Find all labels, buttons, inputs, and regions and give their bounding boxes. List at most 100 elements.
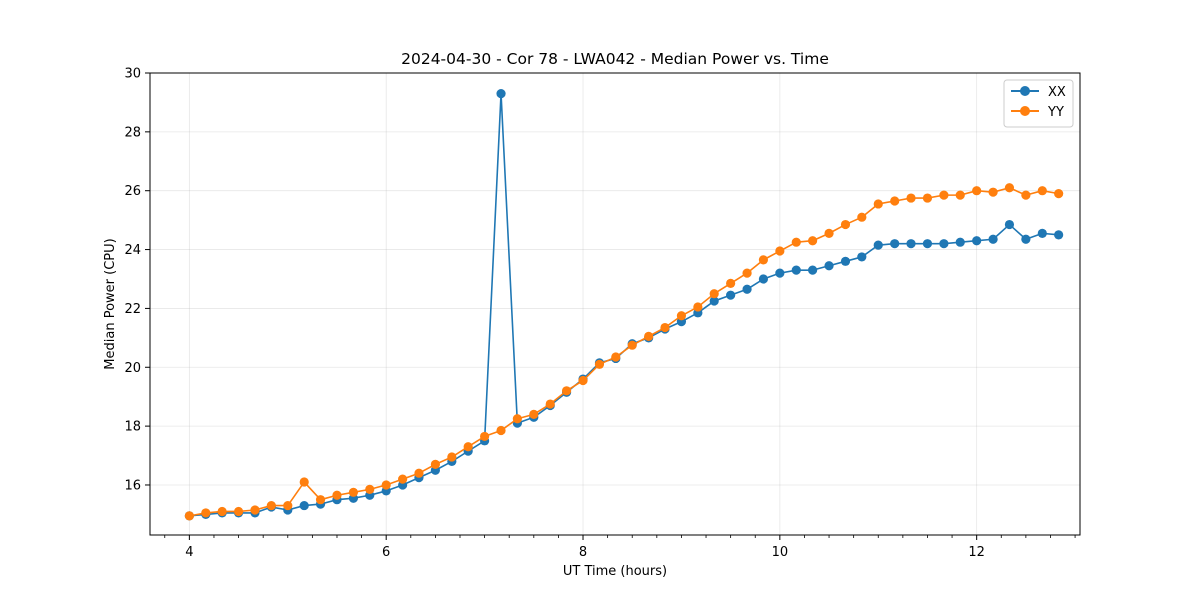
- ticks: 4 6 8 10 12 16 18 20 22 24 26 28 30: [124, 67, 1076, 560]
- grid: [150, 72, 1080, 535]
- data-point-yy: [922, 193, 933, 203]
- data-point-yy: [693, 302, 703, 312]
- x-tick-label: 8: [579, 545, 587, 560]
- data-point-yy: [299, 477, 309, 487]
- data-point-yy: [578, 375, 588, 386]
- data-point-yy: [1037, 186, 1047, 196]
- data-point-xx: [1054, 230, 1064, 240]
- data-point-xx: [742, 284, 752, 294]
- data-point-yy: [742, 268, 752, 278]
- data-point-yy: [955, 190, 965, 200]
- x-tick-label: 12: [968, 545, 985, 560]
- data-point-yy: [906, 193, 916, 203]
- x-axis-label: UT Time (hours): [563, 564, 667, 579]
- data-point-yy: [447, 452, 457, 462]
- data-point-yy: [709, 289, 719, 299]
- data-point-yy: [611, 352, 621, 362]
- data-point-yy: [775, 246, 785, 256]
- plot-frame: [149, 72, 1081, 536]
- data-point-xx: [1037, 228, 1047, 238]
- data-point-yy: [791, 237, 801, 247]
- data-point-yy: [676, 311, 687, 321]
- data-point-xx: [496, 88, 506, 99]
- y-tick-label: 24: [124, 243, 141, 258]
- data-point-yy: [840, 219, 851, 230]
- legend: XX YY: [1003, 79, 1074, 128]
- data-point-yy: [480, 431, 490, 442]
- data-point-yy: [660, 322, 670, 333]
- data-point-xx: [922, 239, 933, 249]
- y-tick-label: 16: [124, 478, 141, 493]
- series-layer: [184, 88, 1064, 521]
- y-tick-label: 30: [124, 67, 141, 82]
- data-point-xx: [299, 500, 309, 511]
- data-point-yy: [545, 399, 555, 409]
- data-point-yy: [496, 425, 506, 436]
- data-point-xx: [1004, 219, 1015, 230]
- data-point-yy: [414, 468, 424, 478]
- series-line-yy: [189, 186, 1059, 517]
- data-point-yy: [824, 228, 834, 238]
- data-point-yy: [808, 236, 818, 246]
- data-point-xx: [808, 265, 818, 275]
- x-tick-label: 10: [772, 545, 789, 560]
- data-point-yy: [365, 484, 375, 494]
- data-point-yy: [250, 505, 260, 515]
- data-point-yy: [972, 186, 982, 196]
- x-tick-label: 4: [185, 545, 193, 560]
- data-point-yy: [594, 359, 605, 369]
- data-point-xx: [955, 237, 965, 247]
- data-point-yy: [184, 511, 194, 521]
- y-tick-label: 26: [124, 184, 141, 199]
- data-point-xx: [726, 290, 736, 300]
- data-point-yy: [233, 506, 244, 517]
- y-tick-label: 18: [124, 420, 141, 435]
- data-point-xx: [873, 240, 883, 250]
- data-point-yy: [283, 500, 293, 511]
- data-point-yy: [890, 196, 900, 206]
- data-point-xx: [775, 268, 785, 278]
- data-point-yy: [857, 212, 867, 222]
- data-point-yy: [217, 506, 227, 517]
- x-tick-label: 6: [382, 545, 390, 560]
- data-point-yy: [266, 500, 276, 511]
- legend-marker-yy: [1020, 106, 1030, 116]
- series-line-xx: [189, 92, 1059, 517]
- data-point-yy: [644, 331, 654, 341]
- data-point-yy: [988, 187, 998, 197]
- data-point-yy: [348, 487, 359, 497]
- legend-label-xx: XX: [1048, 85, 1066, 100]
- legend-marker-xx: [1020, 86, 1030, 96]
- data-point-xx: [1021, 234, 1031, 244]
- data-point-xx: [840, 256, 851, 266]
- data-point-yy: [1004, 183, 1015, 193]
- data-point-yy: [561, 386, 572, 396]
- data-point-yy: [512, 414, 522, 424]
- data-point-yy: [758, 255, 769, 265]
- y-axis-label: Median Power (CPU): [103, 238, 118, 369]
- data-point-xx: [857, 252, 867, 262]
- chart-title: 2024-04-30 - Cor 78 - LWA042 - Median Po…: [401, 50, 829, 68]
- y-tick-label: 20: [124, 361, 141, 376]
- data-point-xx: [758, 274, 769, 284]
- data-point-xx: [972, 236, 982, 246]
- data-point-yy: [463, 442, 473, 452]
- data-point-xx: [988, 234, 998, 244]
- data-point-yy: [332, 490, 342, 500]
- data-point-yy: [873, 199, 883, 209]
- data-point-xx: [906, 239, 916, 249]
- data-point-xx: [939, 239, 949, 249]
- data-point-yy: [726, 278, 736, 289]
- data-point-xx: [890, 239, 900, 249]
- data-point-yy: [201, 508, 211, 518]
- y-tick-label: 28: [124, 125, 141, 140]
- data-point-yy: [627, 340, 637, 350]
- legend-label-yy: YY: [1047, 105, 1064, 120]
- data-point-xx: [791, 265, 801, 275]
- data-point-yy: [1021, 190, 1031, 200]
- data-point-xx: [824, 261, 834, 271]
- data-point-yy: [315, 495, 326, 505]
- data-point-xx: [709, 296, 719, 306]
- data-point-yy: [529, 409, 539, 419]
- data-point-yy: [430, 459, 440, 469]
